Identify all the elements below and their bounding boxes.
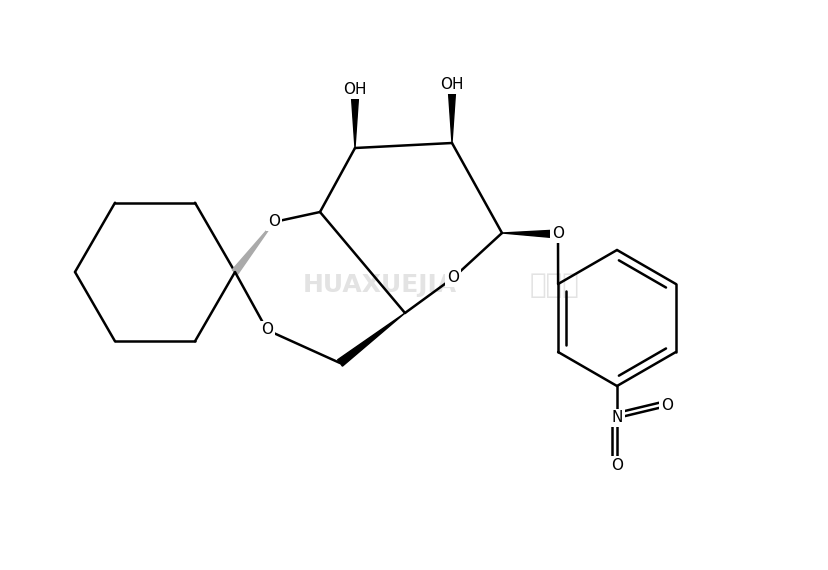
Text: N: N	[610, 410, 622, 425]
Polygon shape	[447, 85, 455, 143]
Text: 化学加: 化学加	[529, 271, 580, 299]
Text: O: O	[660, 398, 672, 413]
Text: O: O	[261, 323, 272, 337]
Text: OH: OH	[343, 83, 366, 97]
Polygon shape	[350, 90, 359, 148]
Text: HUAXUEJIA: HUAXUEJIA	[302, 273, 456, 297]
Text: OH: OH	[440, 78, 463, 92]
Polygon shape	[232, 222, 274, 274]
Text: O: O	[610, 458, 623, 473]
Text: O: O	[551, 226, 563, 242]
Text: O: O	[267, 214, 280, 230]
Text: O: O	[446, 271, 459, 286]
Polygon shape	[502, 230, 557, 238]
Polygon shape	[337, 313, 405, 366]
